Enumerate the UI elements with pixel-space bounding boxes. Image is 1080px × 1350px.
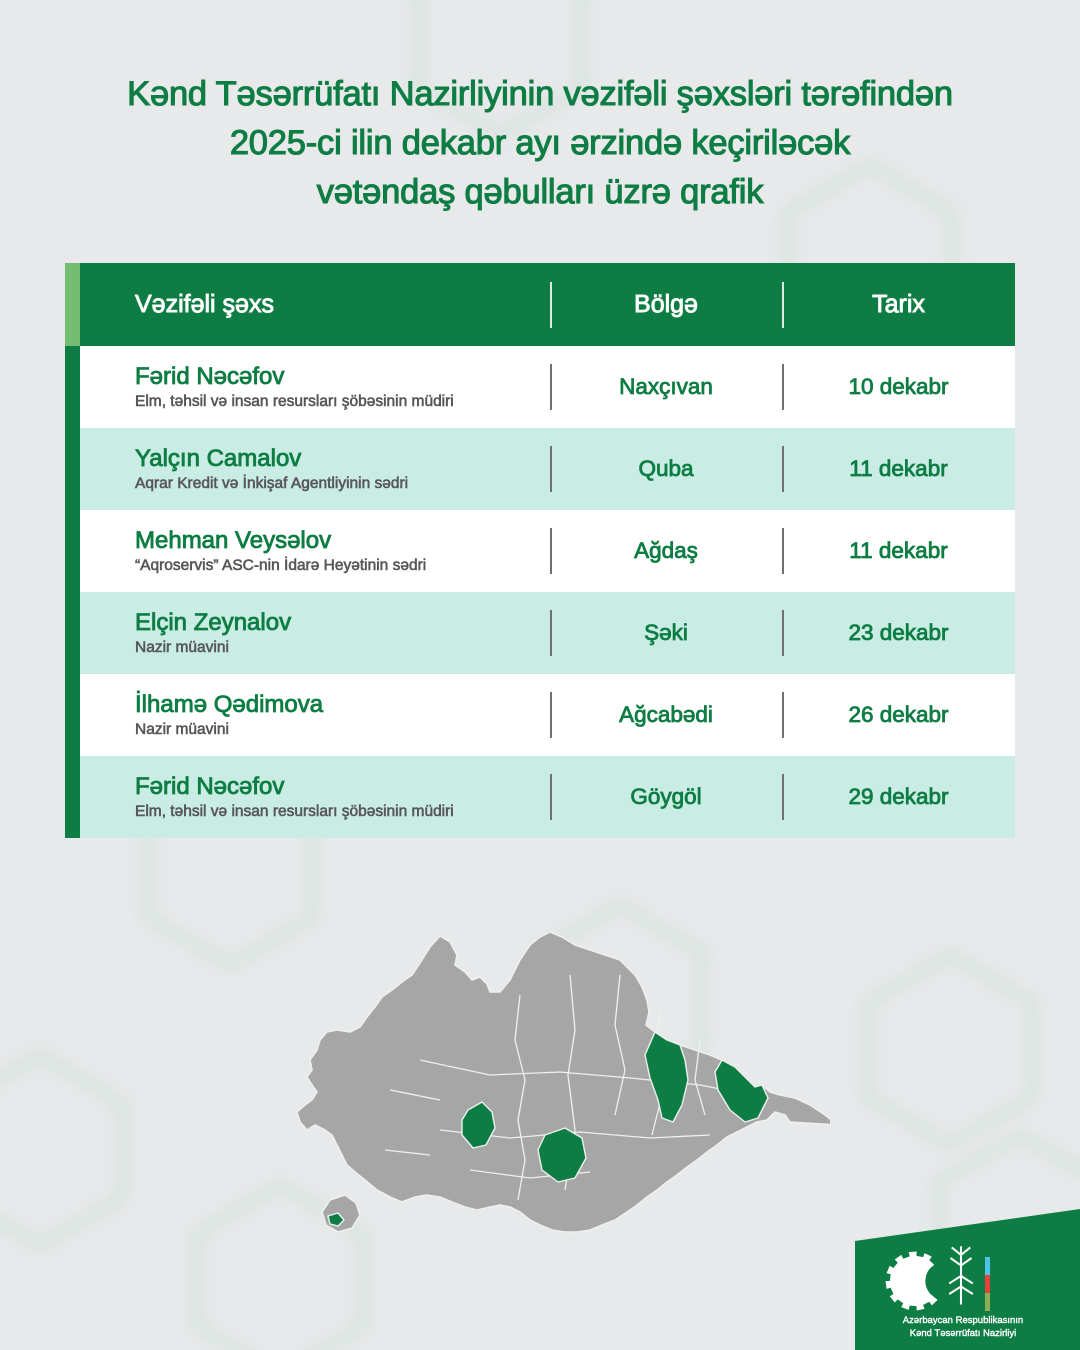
svg-text:Kənd Təsərrüfatı Nazirliyi: Kənd Təsərrüfatı Nazirliyi (910, 1328, 1016, 1339)
svg-text:Azərbaycan Respublikasının: Azərbaycan Respublikasının (902, 1315, 1024, 1326)
